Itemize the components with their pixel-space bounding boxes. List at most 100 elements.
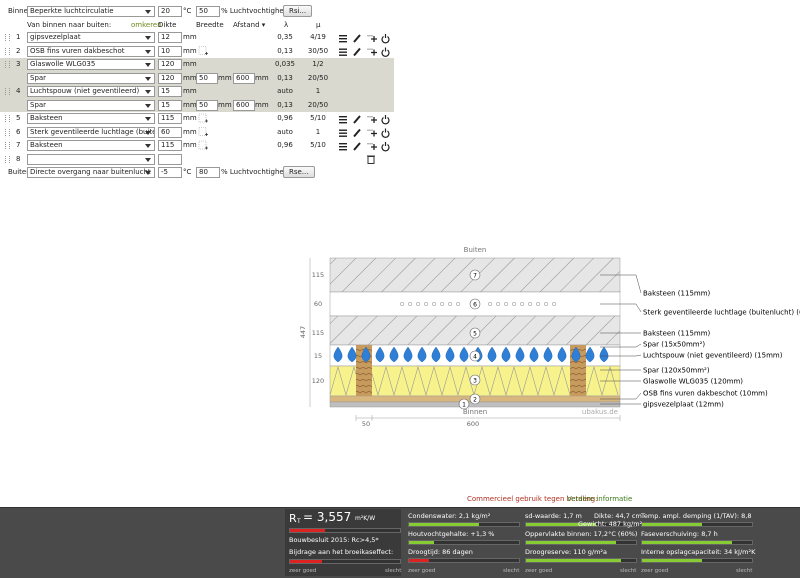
thickness-input[interactable]: 15 [158,86,182,97]
spacing-header[interactable]: Afstand ▾ [233,21,266,29]
rh-input[interactable]: 80 [196,167,220,178]
thickness-unit: mm [183,33,197,41]
air-pattern [535,301,541,307]
mu-value: 1 [315,127,321,136]
add-icon[interactable] [367,129,377,137]
thickness-input[interactable]: 115 [158,140,182,151]
power-icon[interactable] [381,115,390,125]
power-icon[interactable] [381,34,390,44]
temp-input[interactable]: -5 [158,167,182,178]
thickness-input[interactable]: 120 [158,72,182,84]
climate-select[interactable]: Beperkte luchtcirculatie [27,6,155,17]
bottom-label: Binnen [463,408,487,416]
lambda-value: 0,96 [277,114,293,122]
air-pattern [527,301,533,307]
grid-icon[interactable] [198,127,208,137]
menu-icon[interactable] [339,48,347,56]
width-input[interactable]: 50 [196,99,218,111]
edit-icon[interactable] [353,142,361,151]
lambda-value: 0,13 [277,46,293,55]
layer-badge [469,374,481,386]
rh-label: % Luchtvochtigheid [221,7,291,15]
reverse-link[interactable]: omkeren [131,21,162,29]
edit-icon[interactable] [353,47,361,57]
spacing-input[interactable]: 600 [233,99,255,111]
power-icon[interactable] [381,142,390,152]
menu-icon[interactable] [339,143,347,151]
layer-label: Sterk geventileerde luchtlage (buitenluc… [643,309,800,317]
icon-part [339,143,347,145]
meter-fill [409,541,434,544]
scale-good: zeer goed [408,568,436,574]
grid-icon[interactable] [198,113,208,123]
thickness-input[interactable]: 115 [158,113,182,124]
climate-label: Binnen: [8,7,35,15]
trash-icon[interactable] [367,155,375,164]
rt-unit: m²K/W [355,515,376,522]
result-item: Droogtijd: 86 dagen [408,548,473,556]
grip [5,34,10,41]
lambda-value: auto [277,127,293,136]
notice-link[interactable]: Verdere informatie [567,495,633,503]
add-icon[interactable] [367,143,377,150]
surface-button[interactable]: Rse... [283,166,315,178]
width-header: Breedte [196,21,224,29]
material-select[interactable]: Baksteen [27,113,155,124]
thickness-input[interactable]: 120 [158,59,182,70]
thickness-input[interactable] [158,153,182,165]
icon-part [353,115,361,124]
air-pattern [455,301,461,307]
moisture-drop [417,346,427,363]
grid-icon[interactable] [198,46,208,56]
material-select[interactable]: Sterk geventileerde luchtlage (buiten [27,126,155,138]
material-select[interactable]: Spar [27,72,155,84]
dimension-label: 50 [362,420,370,428]
watermark: ubakus.de [582,408,618,416]
thickness-input[interactable]: 10 [158,45,182,57]
rh-input[interactable]: 50 [196,6,220,17]
grid-icon[interactable] [198,140,208,150]
material-select[interactable]: Baksteen [27,140,155,151]
spacing-input[interactable]: 600 [233,72,255,84]
material-select[interactable]: Glaswolle WLG035 [27,59,155,70]
add-icon[interactable] [367,48,377,56]
layer-badge [458,398,470,410]
width-input[interactable]: 50 [196,72,218,84]
lambda-value: auto [277,87,293,95]
menu-icon[interactable] [339,116,347,124]
material-select[interactable] [27,153,155,165]
surface-button[interactable]: Rsi... [283,5,313,17]
material-select[interactable]: Luchtspouw (niet geventileerd) [27,86,155,97]
meter-fill [409,559,429,562]
power-icon[interactable] [381,128,390,138]
power-icon[interactable] [381,47,390,57]
edit-icon[interactable] [353,115,361,124]
material-select[interactable]: Spar [27,99,155,111]
add-icon[interactable] [367,116,377,123]
icon-part [371,36,377,42]
thickness-input[interactable]: 12 [158,32,182,43]
layer-badge-number: 6 [473,302,477,309]
edit-icon[interactable] [353,34,361,43]
thickness-input[interactable]: 60 [158,126,182,138]
edit-icon[interactable] [353,128,361,138]
lambda-value: 0,13 [277,100,293,109]
lambda-value: 0,96 [277,141,293,149]
leader-line [600,303,642,313]
icon-part [339,48,347,50]
temp-input[interactable]: 20 [158,6,182,17]
menu-icon[interactable] [339,35,347,43]
grip [5,142,10,149]
add-icon[interactable] [367,35,377,42]
norm[interactable]: Bouwbesluit 2015: Rc>4,5* [289,536,379,544]
thickness-input[interactable]: 15 [158,99,182,111]
dimension-label: 120 [312,377,324,385]
layer-label: OSB fins vuren dakbeschot (10mm) [643,390,768,398]
scale-good: zeer goed [525,568,553,574]
layer-badge-number: 7 [473,273,477,280]
moisture-drop [515,346,525,363]
climate-select[interactable]: Directe overgang naar buitenlucht [27,167,155,178]
material-select[interactable]: OSB fins vuren dakbeschot [27,45,155,57]
material-select[interactable]: gipsvezelplaat [27,32,155,43]
menu-icon[interactable] [339,129,347,137]
